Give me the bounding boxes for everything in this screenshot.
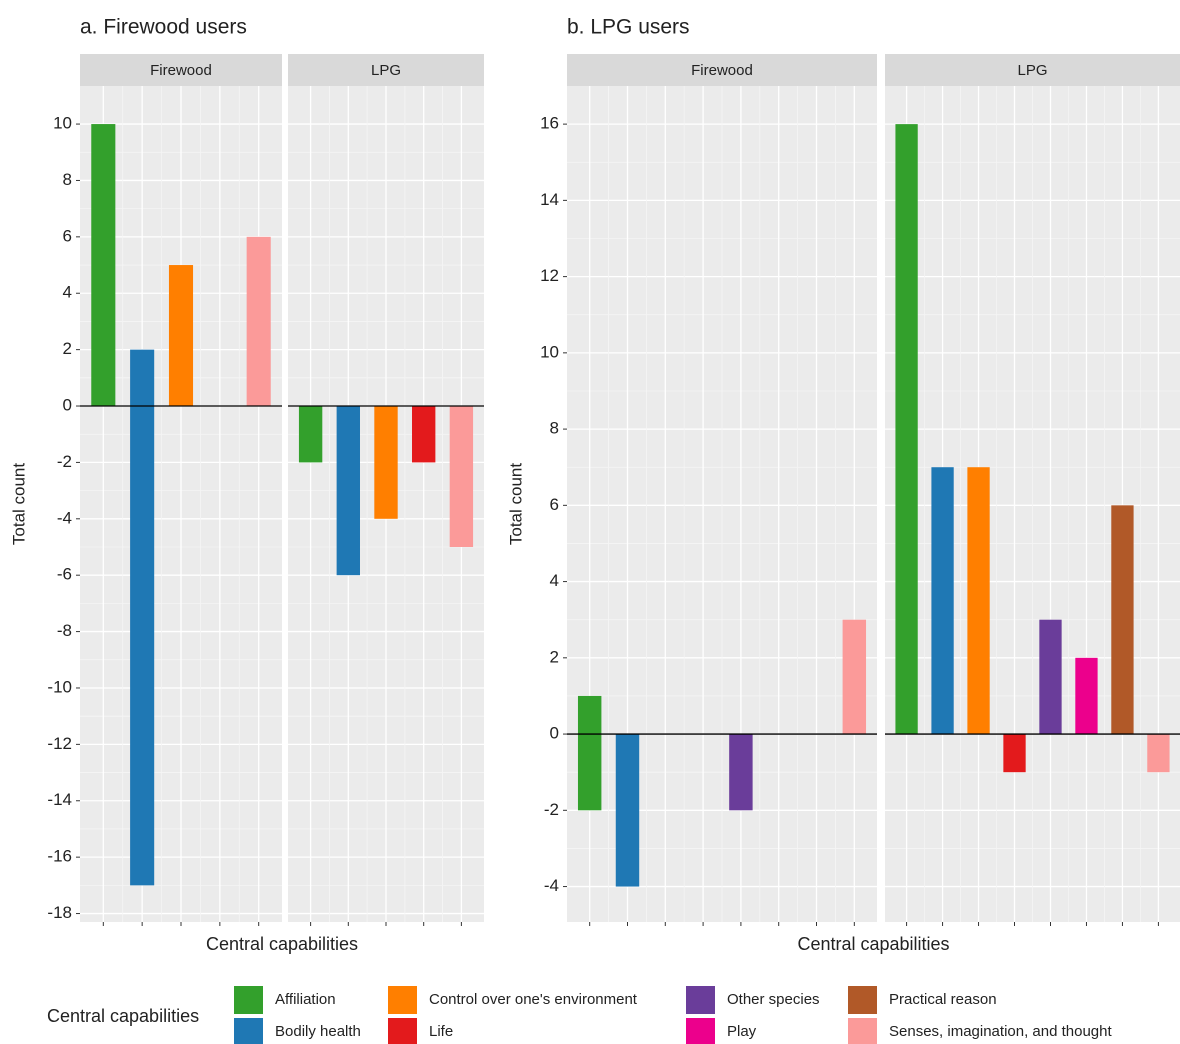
y-tick-label: -6 — [57, 565, 72, 584]
bar — [895, 124, 918, 735]
bar — [615, 734, 640, 887]
y-tick-label: -14 — [47, 790, 72, 809]
bar — [374, 406, 398, 519]
y-axis-title: Total count — [506, 463, 525, 545]
legend-label: Play — [727, 1023, 757, 1040]
y-tick-label: 12 — [540, 266, 559, 285]
bar — [168, 265, 194, 407]
facet-label: LPG — [1017, 62, 1047, 79]
legend-label: Life — [429, 1023, 453, 1040]
y-tick-label: -2 — [544, 800, 559, 819]
strip — [288, 54, 484, 86]
bar — [577, 734, 602, 811]
bar — [842, 619, 867, 735]
bar — [130, 349, 155, 407]
bar — [1111, 505, 1134, 735]
y-tick-label: 4 — [63, 283, 72, 302]
strip — [885, 54, 1180, 86]
bar — [449, 406, 474, 547]
bar — [967, 467, 990, 735]
y-tick-label: 8 — [550, 419, 559, 438]
legend-key — [848, 1018, 877, 1044]
y-tick-label: 0 — [550, 724, 559, 743]
y-tick-label: 16 — [540, 114, 559, 133]
chart-title: a. Firewood users — [80, 16, 247, 39]
legend-key — [234, 1018, 263, 1044]
y-tick-label: -10 — [47, 677, 72, 696]
bar — [298, 406, 323, 463]
chart-title: b. LPG users — [567, 16, 690, 39]
y-tick-label: -18 — [47, 903, 72, 922]
legend-label: Senses, imagination, and thought — [889, 1023, 1112, 1040]
legend-label: Affiliation — [275, 991, 336, 1008]
y-axis-title: Total count — [9, 463, 28, 545]
bar — [412, 406, 436, 463]
legend-key — [686, 1018, 715, 1044]
bar — [130, 406, 155, 886]
y-tick-label: 8 — [63, 170, 72, 189]
y-tick-label: 2 — [550, 647, 559, 666]
legend-key — [388, 986, 417, 1014]
y-tick-label: -2 — [57, 452, 72, 471]
legend-key — [686, 986, 715, 1014]
bar — [577, 695, 602, 735]
legend-label: Practical reason — [889, 991, 997, 1008]
facet-label: Firewood — [150, 62, 212, 79]
facet-label: Firewood — [691, 62, 753, 79]
bar — [336, 406, 360, 576]
bar — [1039, 619, 1062, 735]
strip — [80, 54, 282, 86]
bar — [1003, 734, 1026, 773]
bar — [91, 124, 116, 407]
bar — [1147, 734, 1170, 773]
y-tick-label: 4 — [550, 571, 559, 590]
y-tick-label: 0 — [63, 396, 72, 415]
legend-label: Other species — [727, 991, 820, 1008]
legend-title: Central capabilities — [47, 1006, 199, 1026]
y-tick-label: 6 — [63, 226, 72, 245]
legend-key — [234, 986, 263, 1014]
strip — [567, 54, 877, 86]
y-tick-label: 10 — [540, 342, 559, 361]
bar — [246, 236, 271, 407]
y-tick-label: 10 — [53, 114, 72, 133]
bar — [729, 734, 753, 811]
legend-key — [388, 1018, 417, 1044]
y-tick-label: 2 — [63, 339, 72, 358]
legend-label: Control over one's environment — [429, 991, 638, 1008]
y-tick-label: 14 — [540, 190, 559, 209]
y-tick-label: -12 — [47, 734, 72, 753]
facet-label: LPG — [371, 62, 401, 79]
legend-label: Bodily health — [275, 1023, 361, 1040]
y-tick-label: -16 — [47, 847, 72, 866]
bar — [1075, 657, 1098, 735]
legend-key — [848, 986, 877, 1014]
y-tick-label: -4 — [544, 876, 559, 895]
y-tick-label: 6 — [550, 495, 559, 514]
y-tick-label: -4 — [57, 508, 72, 527]
x-axis-title: Central capabilities — [797, 934, 949, 954]
bar — [931, 467, 954, 735]
y-tick-label: -8 — [57, 621, 72, 640]
x-axis-title: Central capabilities — [206, 934, 358, 954]
